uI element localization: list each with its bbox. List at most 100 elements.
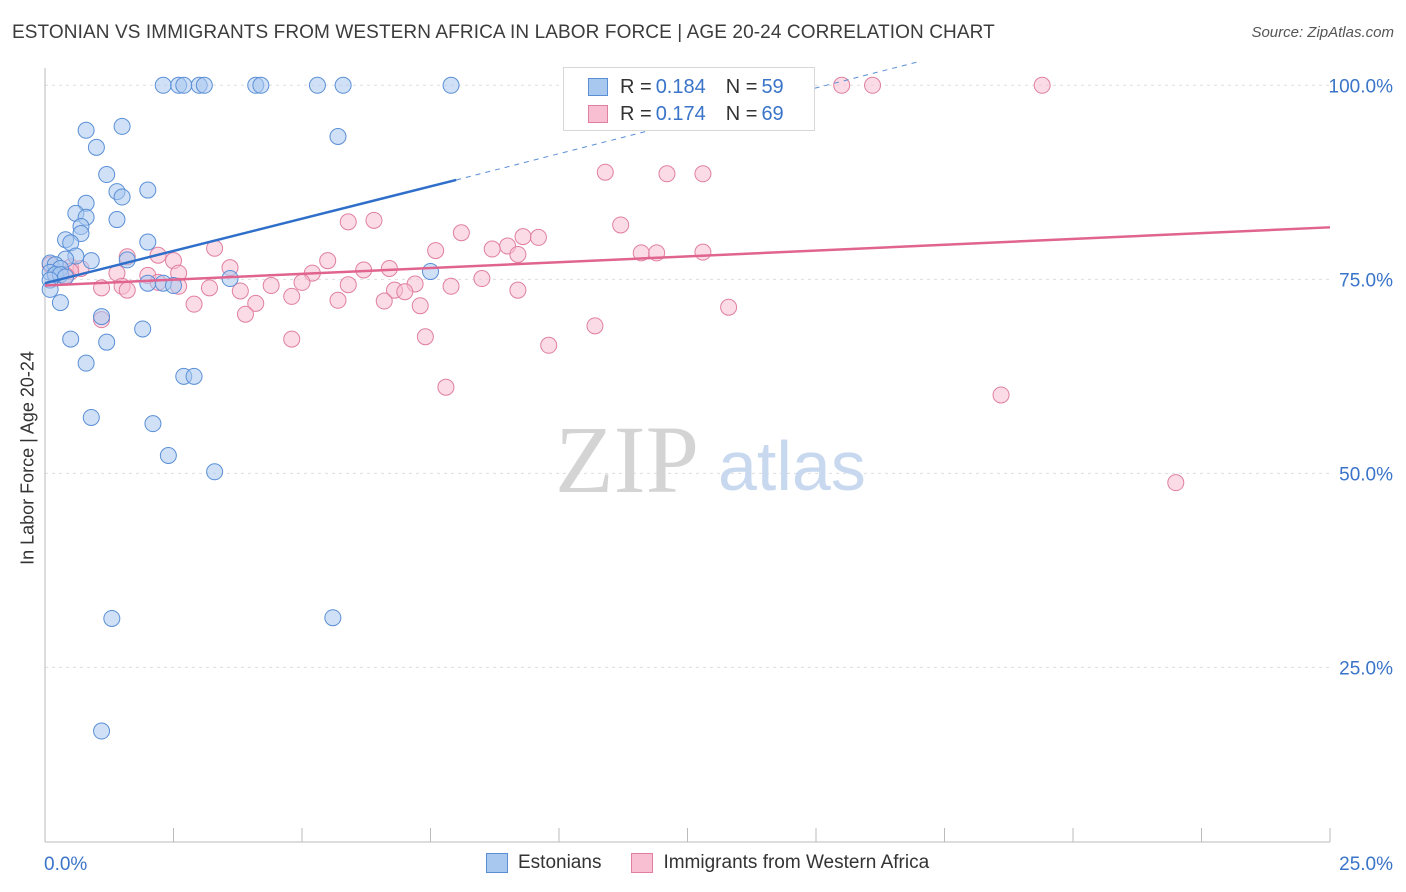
- data-point-western-africa: [200, 279, 218, 297]
- data-point-western-africa: [992, 386, 1010, 404]
- data-point-estonians: [82, 252, 100, 270]
- data-point-estonians: [329, 128, 347, 146]
- data-point-estonians: [98, 166, 116, 184]
- data-point-western-africa: [514, 228, 532, 246]
- axes: [44, 68, 1331, 843]
- data-point-western-africa: [452, 224, 470, 242]
- data-point-estonians: [113, 188, 131, 206]
- data-point-estonians: [185, 367, 203, 385]
- legend-n-label: N =: [725, 102, 758, 125]
- data-point-estonians: [165, 277, 182, 295]
- y-tick-label: 100.0%: [1329, 76, 1394, 97]
- data-point-estonians: [139, 233, 157, 251]
- legend-r-value: 0.184: [655, 75, 706, 98]
- data-point-western-africa: [339, 276, 357, 294]
- data-point-estonians: [206, 463, 224, 481]
- data-point-estonians: [442, 76, 460, 94]
- data-point-estonians: [77, 354, 95, 372]
- data-point-estonians: [77, 121, 95, 139]
- data-point-western-africa: [236, 305, 254, 323]
- tick-labels: 25.0% 50.0% 75.0% 100.0% 0.0% 25.0%: [44, 76, 1393, 875]
- data-point-estonians: [134, 320, 152, 338]
- legend-swatch-pink: [588, 105, 608, 123]
- legend-item-estonians: Estonians: [486, 852, 601, 874]
- data-point-western-africa: [1033, 76, 1051, 94]
- data-point-western-africa: [365, 211, 383, 229]
- legend-swatch-blue: [588, 78, 608, 96]
- x-tick-label: 25.0%: [1339, 854, 1393, 875]
- y-tick-label: 50.0%: [1339, 464, 1393, 485]
- data-point-estonians: [93, 722, 111, 740]
- data-point-western-africa: [283, 330, 301, 348]
- data-point-estonians: [51, 294, 69, 312]
- data-point-western-africa: [529, 228, 547, 246]
- legend-r-value: 0.174: [655, 102, 706, 125]
- legend-row-estonians: R = 0.184 N = 59: [588, 75, 784, 99]
- data-point-western-africa: [864, 76, 882, 94]
- data-point-western-africa: [247, 294, 265, 312]
- series-legend: Estonians Immigrants from Western Africa: [486, 852, 959, 874]
- data-point-western-africa: [185, 295, 203, 313]
- data-point-estonians: [252, 76, 270, 94]
- legend-r-label: R =: [620, 75, 652, 98]
- legend-swatch-pink: [631, 853, 654, 873]
- x-tick-label: 0.0%: [44, 854, 87, 875]
- chart-title: ESTONIAN VS IMMIGRANTS FROM WESTERN AFRI…: [12, 22, 995, 43]
- data-point-western-africa: [483, 240, 501, 258]
- data-point-western-africa: [118, 281, 136, 299]
- y-tick-label: 75.0%: [1339, 270, 1393, 291]
- data-point-western-africa: [231, 282, 249, 300]
- data-point-western-africa: [473, 270, 491, 288]
- trend-lines: [44, 61, 1331, 287]
- data-point-western-africa: [293, 273, 311, 291]
- data-point-estonians: [108, 211, 126, 229]
- data-point-western-africa: [396, 283, 414, 301]
- data-point-western-africa: [694, 165, 712, 183]
- data-point-western-africa: [416, 328, 434, 346]
- data-point-estonians: [195, 76, 213, 94]
- data-point-western-africa: [720, 298, 738, 316]
- data-point-estonians: [82, 408, 100, 426]
- data-point-western-africa: [596, 163, 614, 181]
- data-point-western-africa: [339, 213, 357, 231]
- data-point-western-africa: [509, 245, 527, 263]
- data-point-estonians: [324, 609, 342, 627]
- data-point-western-africa: [1167, 474, 1185, 492]
- legend-n-label: N =: [725, 75, 758, 98]
- data-point-western-africa: [586, 317, 604, 335]
- data-point-estonians: [87, 138, 105, 156]
- data-point-western-africa: [262, 277, 280, 295]
- y-tick-label: 25.0%: [1339, 658, 1393, 679]
- legend-n-value: 69: [761, 102, 784, 125]
- data-point-western-africa: [509, 281, 527, 299]
- data-point-estonians: [422, 263, 439, 281]
- data-point-western-africa: [833, 76, 851, 94]
- legend-swatch-blue: [486, 853, 508, 873]
- data-point-estonians: [93, 308, 111, 326]
- source-label: Source: ZipAtlas.com: [1251, 24, 1394, 41]
- trend-line-western-africa: [44, 226, 1331, 287]
- data-point-estonians: [175, 76, 193, 94]
- data-point-western-africa: [283, 287, 301, 305]
- legend-row-western-africa: R = 0.174 N = 69: [588, 102, 784, 126]
- legend-n-value: 59: [761, 75, 784, 98]
- data-point-estonians: [159, 446, 177, 464]
- data-point-western-africa: [437, 378, 455, 396]
- legend-label-western-africa: Immigrants from Western Africa: [663, 852, 930, 873]
- data-point-estonians: [103, 609, 121, 627]
- data-point-western-africa: [442, 277, 460, 295]
- data-point-estonians: [62, 330, 80, 348]
- legend-item-western-africa: Immigrants from Western Africa: [631, 852, 929, 874]
- watermark-atlas: atlas: [718, 427, 866, 505]
- data-point-estonians: [98, 333, 116, 351]
- data-point-estonians: [113, 117, 131, 135]
- data-point-western-africa: [427, 242, 445, 260]
- trend-line-estonians: [44, 178, 457, 285]
- legend-label-estonians: Estonians: [518, 852, 602, 873]
- watermark-zip: ZIP: [555, 406, 699, 513]
- data-point-western-africa: [658, 165, 676, 183]
- data-point-western-africa: [375, 292, 393, 310]
- data-point-western-africa: [540, 336, 558, 354]
- data-point-estonians: [139, 181, 157, 199]
